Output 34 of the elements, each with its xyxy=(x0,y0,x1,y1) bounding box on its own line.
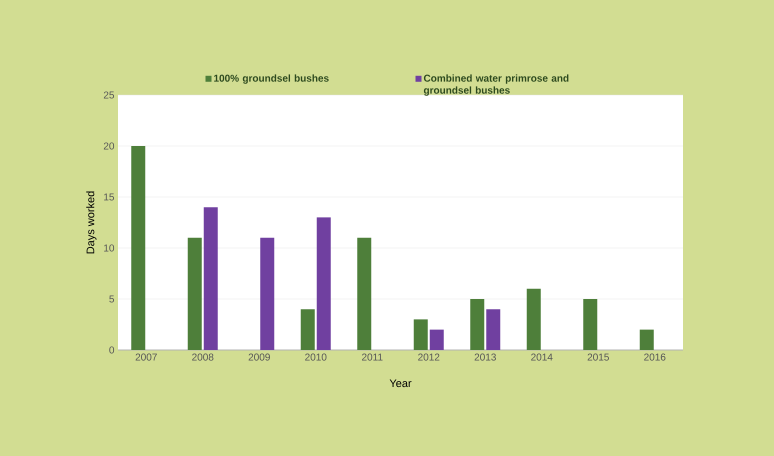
x-tick-label: 2007 xyxy=(136,354,157,361)
y-tick-label: 10 xyxy=(104,244,114,252)
x-axis-title: Year xyxy=(390,379,412,388)
y-tick-label: 0 xyxy=(109,346,114,354)
bar xyxy=(300,309,315,350)
bar xyxy=(470,299,484,350)
bar xyxy=(640,330,654,350)
y-tick-label: 25 xyxy=(104,91,114,99)
y-axis-title: Days worked xyxy=(86,191,96,254)
bar xyxy=(260,238,274,350)
legend-label: Combined water primrose and groundsel bushes xyxy=(424,74,568,96)
x-tick-label: 2012 xyxy=(418,354,440,361)
bar xyxy=(526,288,541,350)
x-tick-label: 2016 xyxy=(644,354,666,361)
bar xyxy=(316,217,331,350)
x-tick-label: 2009 xyxy=(248,354,270,361)
bar xyxy=(486,309,500,350)
legend-label: 100% groundsel bushes xyxy=(214,74,329,84)
x-tick-label: 2011 xyxy=(362,354,383,361)
bar xyxy=(414,319,428,350)
x-tick-label: 2014 xyxy=(531,354,553,361)
y-tick-label: 20 xyxy=(104,142,114,150)
bar xyxy=(430,330,444,350)
x-tick-label: 2008 xyxy=(192,354,214,361)
bar xyxy=(357,238,372,350)
y-tick-label: 15 xyxy=(104,194,114,200)
bar xyxy=(131,146,146,350)
y-tick-label: 5 xyxy=(109,296,114,302)
x-tick-label: 2015 xyxy=(588,354,609,361)
x-tick-label: 2010 xyxy=(305,354,326,361)
bar xyxy=(583,299,598,350)
bar xyxy=(204,207,218,350)
bar xyxy=(188,238,202,350)
x-tick-label: 2013 xyxy=(474,354,496,361)
